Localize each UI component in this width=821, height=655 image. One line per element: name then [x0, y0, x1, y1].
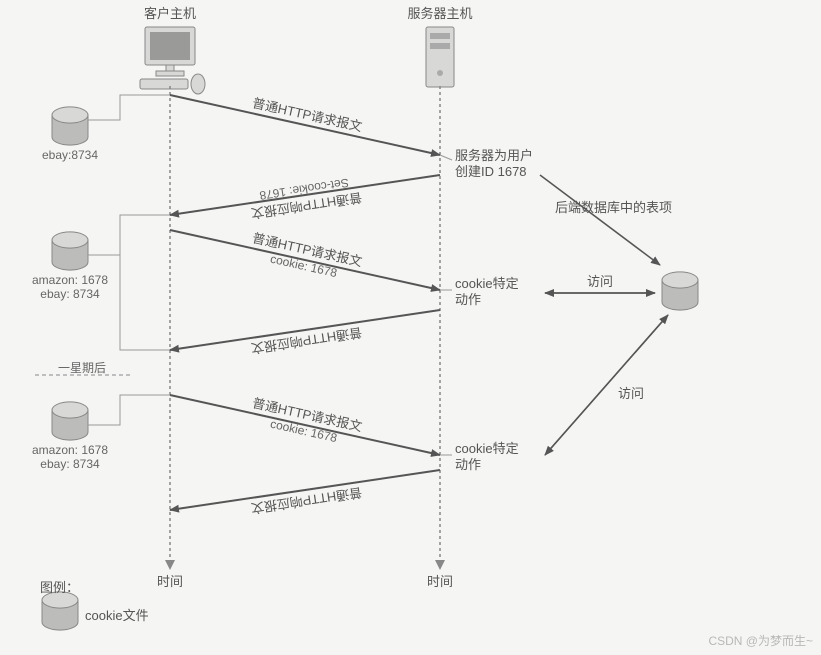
client-title: 客户主机 [144, 6, 196, 21]
diagram-canvas: 客户主机服务器主机时间时间ebay:8734amazon: 1678ebay: … [0, 0, 821, 655]
svg-text:时间: 时间 [427, 574, 453, 589]
svg-text:访问: 访问 [587, 274, 613, 289]
svg-text:amazon: 1678: amazon: 1678 [32, 443, 108, 457]
svg-text:ebay: 8734: ebay: 8734 [40, 287, 100, 301]
svg-text:访问: 访问 [618, 386, 644, 401]
svg-text:动作: 动作 [455, 457, 481, 472]
svg-text:创建ID 1678: 创建ID 1678 [455, 164, 527, 179]
svg-text:普通HTTP请求报文: 普通HTTP请求报文 [251, 95, 364, 134]
server-title: 服务器主机 [407, 6, 472, 21]
watermark: CSDN @为梦而生~ [708, 632, 813, 649]
svg-text:amazon: 1678: amazon: 1678 [32, 273, 108, 287]
svg-text:cookie特定: cookie特定 [455, 441, 519, 456]
week-note: 一星期后 [58, 361, 106, 375]
svg-text:cookie特定: cookie特定 [455, 276, 519, 291]
svg-text:ebay:8734: ebay:8734 [42, 148, 98, 162]
legend-label: cookie文件 [85, 608, 149, 623]
diagram-svg: 客户主机服务器主机时间时间ebay:8734amazon: 1678ebay: … [0, 0, 821, 655]
svg-text:时间: 时间 [157, 574, 183, 589]
legend-title: 图例： [40, 580, 79, 595]
svg-text:服务器为用户: 服务器为用户 [455, 148, 533, 163]
svg-text:动作: 动作 [455, 292, 481, 307]
svg-text:后端数据库中的表项: 后端数据库中的表项 [555, 200, 672, 215]
svg-text:ebay: 8734: ebay: 8734 [40, 457, 100, 471]
